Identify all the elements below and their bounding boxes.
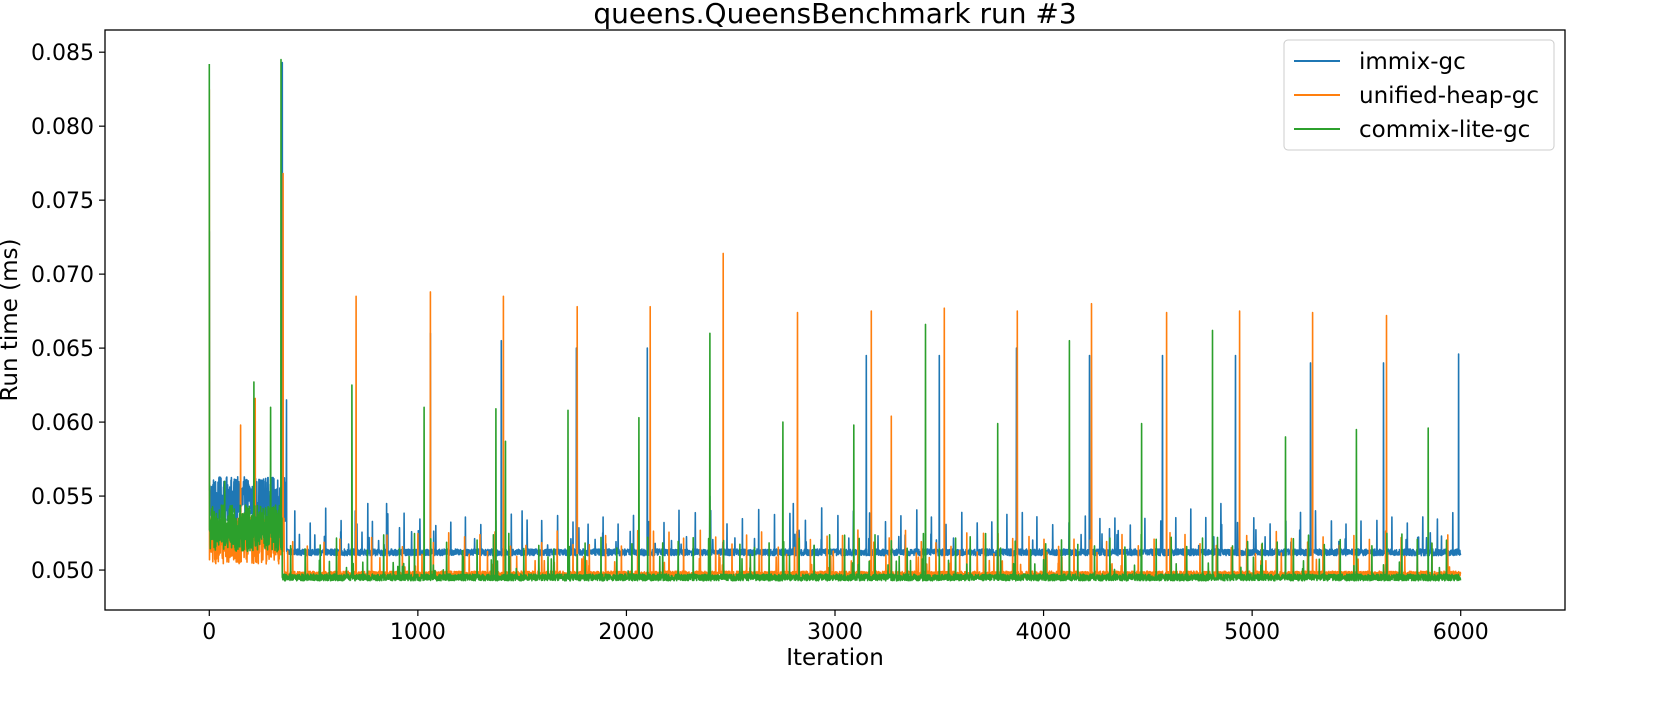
legend-label: unified-heap-gc [1359,83,1539,109]
y-tick-label: 0.085 [31,41,94,66]
y-tick-label: 0.065 [31,337,94,362]
y-tick-label: 0.075 [31,189,94,214]
legend-label: commix-lite-gc [1359,117,1530,143]
legend-box [1283,39,1555,151]
legend-label: immix-gc [1359,49,1466,75]
x-tick-label: 0 [202,620,216,645]
x-axis-label: Iteration [786,645,884,671]
y-tick-label: 0.050 [31,559,94,584]
x-tick-label: 1000 [390,620,446,645]
x-tick-label: 2000 [598,620,654,645]
y-tick-label: 0.080 [31,115,94,140]
x-axis: 0 1000 2000 3000 4000 5000 6000 [202,610,1489,645]
legend: immix-gc unified-heap-gc commix-lite-gc [1283,39,1555,151]
chart-title: queens.QueensBenchmark run #3 [593,0,1076,30]
y-tick-label: 0.070 [31,263,94,288]
x-tick-label: 5000 [1224,620,1280,645]
series-line-commix-lite-gc [208,58,1462,582]
x-tick-label: 4000 [1016,620,1072,645]
x-tick-label: 3000 [807,620,863,645]
y-axis-label: Run time (ms) [0,238,23,401]
y-axis: 0.050 0.055 0.060 0.065 0.070 0.075 0.080 0.085 [31,41,105,584]
y-tick-label: 0.055 [31,485,94,510]
y-tick-label: 0.060 [31,411,94,436]
series-layer [208,58,1462,582]
x-tick-label: 6000 [1433,620,1489,645]
